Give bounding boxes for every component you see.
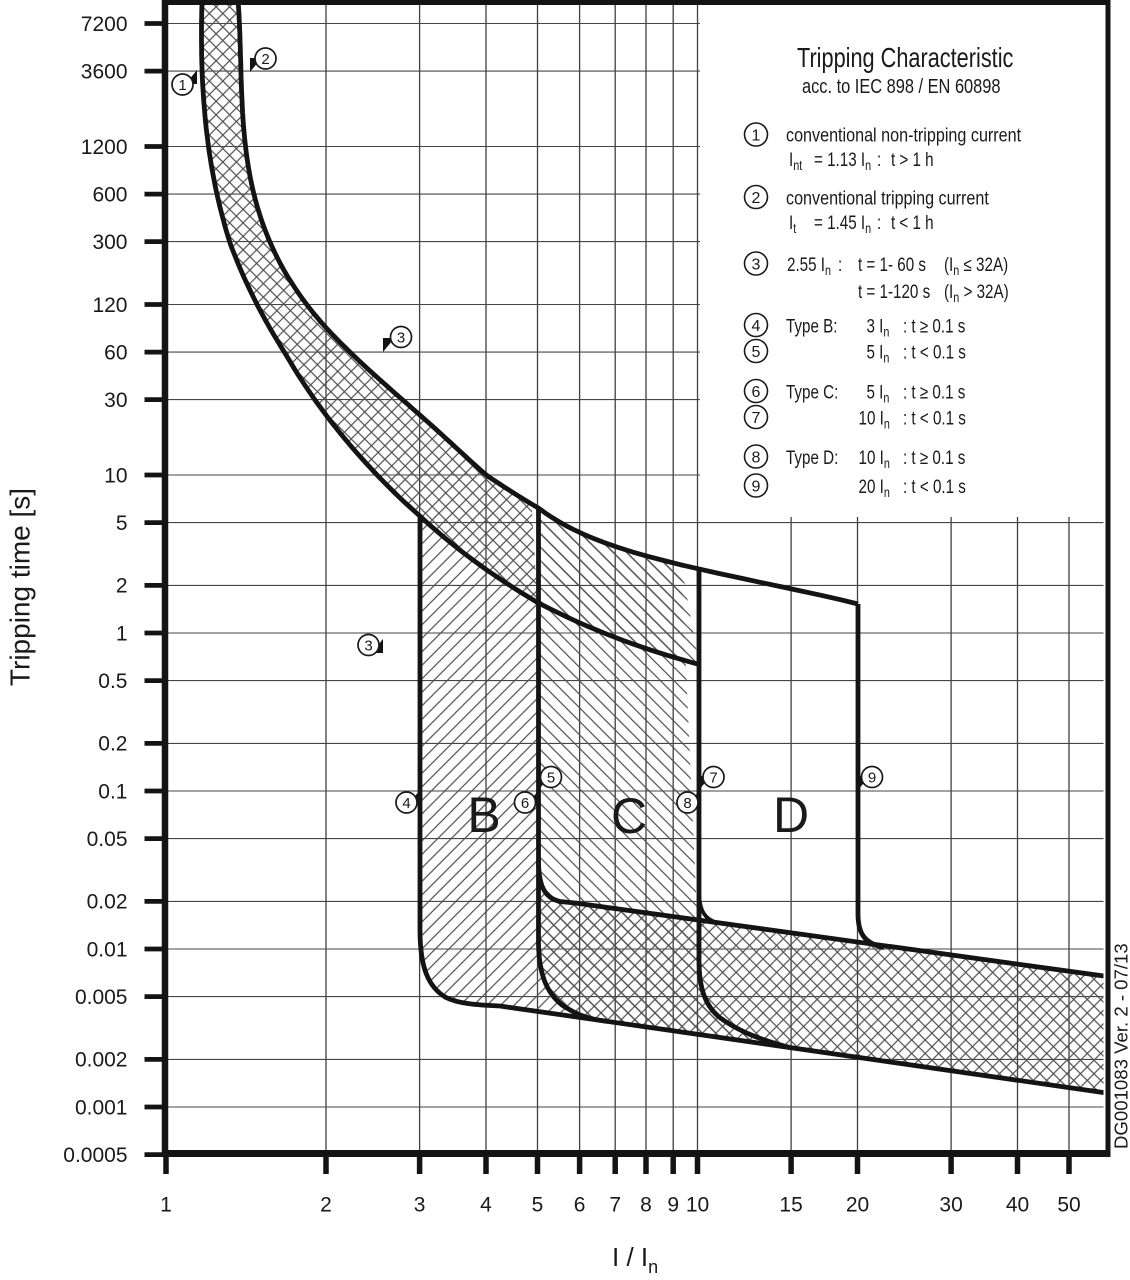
svg-text:600: 600 [92,183,127,206]
svg-text:Type D:: Type D: [786,446,838,468]
svg-text:1: 1 [752,127,761,144]
svg-text:300: 300 [92,231,127,254]
svg-text:0.0005: 0.0005 [63,1144,127,1167]
svg-text:: t < 0.1 s: : t < 0.1 s [903,475,966,497]
svg-text::: : [838,253,842,275]
svg-text:9: 9 [868,769,876,786]
svg-text:10: 10 [104,464,127,487]
svg-text:20: 20 [846,1194,869,1217]
svg-text:4: 4 [402,795,410,812]
svg-text:3: 3 [414,1194,426,1217]
svg-text::: : [877,211,881,233]
svg-text:C: C [611,788,647,844]
svg-text:1: 1 [178,77,186,94]
svg-text:0.1: 0.1 [98,780,127,803]
svg-text:: t ≥ 0.1 s: : t ≥ 0.1 s [903,381,965,403]
svg-text:4: 4 [752,318,761,335]
svg-text::: : [877,148,881,170]
svg-text:Tripping Characteristic: Tripping Characteristic [797,44,1013,74]
svg-text:7: 7 [752,410,761,427]
svg-text:3: 3 [397,329,405,346]
svg-text:7200: 7200 [81,13,128,36]
svg-text:3: 3 [752,256,761,273]
svg-text:conventional tripping current: conventional tripping current [786,187,989,209]
svg-text:10: 10 [686,1194,709,1217]
svg-text:50: 50 [1057,1194,1080,1217]
svg-text:30: 30 [104,389,127,412]
svg-text:= 1.13 In: = 1.13 In [814,148,871,173]
svg-text:1: 1 [160,1194,172,1217]
svg-text:B: B [467,787,500,843]
svg-text:Tripping time [s]: Tripping time [s] [5,488,36,686]
svg-text:120: 120 [92,294,127,317]
svg-text:: t < 0.1 s: : t < 0.1 s [903,407,966,429]
svg-text:t = 1-120 s: t = 1-120 s [858,280,930,302]
svg-text:acc. to IEC 898 / EN 60898: acc. to IEC 898 / EN 60898 [802,74,1000,97]
svg-text:2: 2 [261,51,269,68]
svg-text:8: 8 [683,795,691,812]
svg-text:6: 6 [574,1194,586,1217]
svg-text:5: 5 [116,512,128,535]
svg-text:Type C:: Type C: [786,381,838,403]
svg-text:2: 2 [320,1194,332,1217]
svg-text:30: 30 [939,1194,962,1217]
svg-text:9: 9 [667,1194,679,1217]
svg-text:5: 5 [532,1194,544,1217]
svg-text:1200: 1200 [81,136,128,159]
svg-text:: t ≥ 0.1 s: : t ≥ 0.1 s [903,446,965,468]
svg-text:7: 7 [609,1194,621,1217]
svg-text:conventional non-tripping curr: conventional non-tripping current [786,124,1021,146]
svg-text:40: 40 [1006,1194,1029,1217]
svg-text:= 1.45 In: = 1.45 In [814,211,871,236]
svg-text:1: 1 [116,622,128,645]
svg-text:9: 9 [752,478,761,495]
svg-text:0.01: 0.01 [87,938,128,961]
svg-text:8: 8 [640,1194,652,1217]
svg-text:t > 1 h: t > 1 h [891,148,934,170]
svg-text:7: 7 [709,769,717,786]
svg-text:0.002: 0.002 [75,1049,128,1072]
svg-text:t = 1- 60 s: t = 1- 60 s [858,253,926,275]
svg-text:6: 6 [752,384,761,401]
svg-text:8: 8 [752,449,761,466]
svg-text:0.005: 0.005 [75,986,128,1009]
svg-text:4: 4 [480,1194,492,1217]
svg-text:5: 5 [547,769,555,786]
svg-text:: t ≥ 0.1 s: : t ≥ 0.1 s [903,315,965,337]
svg-text:6: 6 [521,795,529,812]
svg-text:3600: 3600 [81,60,128,83]
svg-text:D: D [773,787,809,843]
svg-text:5: 5 [752,344,761,361]
svg-text:3: 3 [364,637,372,654]
svg-text:60: 60 [104,341,127,364]
svg-text:0.001: 0.001 [75,1096,128,1119]
svg-text:t < 1 h: t < 1 h [891,211,934,233]
svg-text:2: 2 [116,575,128,598]
svg-text:0.5: 0.5 [98,670,127,693]
svg-text:2: 2 [752,190,761,207]
svg-text:15: 15 [779,1194,802,1217]
svg-text:Type B:: Type B: [786,315,837,337]
svg-text:DG001083 Ver. 2 - 07/13: DG001083 Ver. 2 - 07/13 [1111,943,1130,1149]
svg-text:0.02: 0.02 [87,891,128,914]
svg-text:It: It [789,211,797,236]
svg-text:0.05: 0.05 [87,828,128,851]
svg-text:0.2: 0.2 [98,733,127,756]
svg-text:: t < 0.1 s: : t < 0.1 s [903,341,966,363]
svg-text:2.55 In: 2.55 In [787,253,831,278]
